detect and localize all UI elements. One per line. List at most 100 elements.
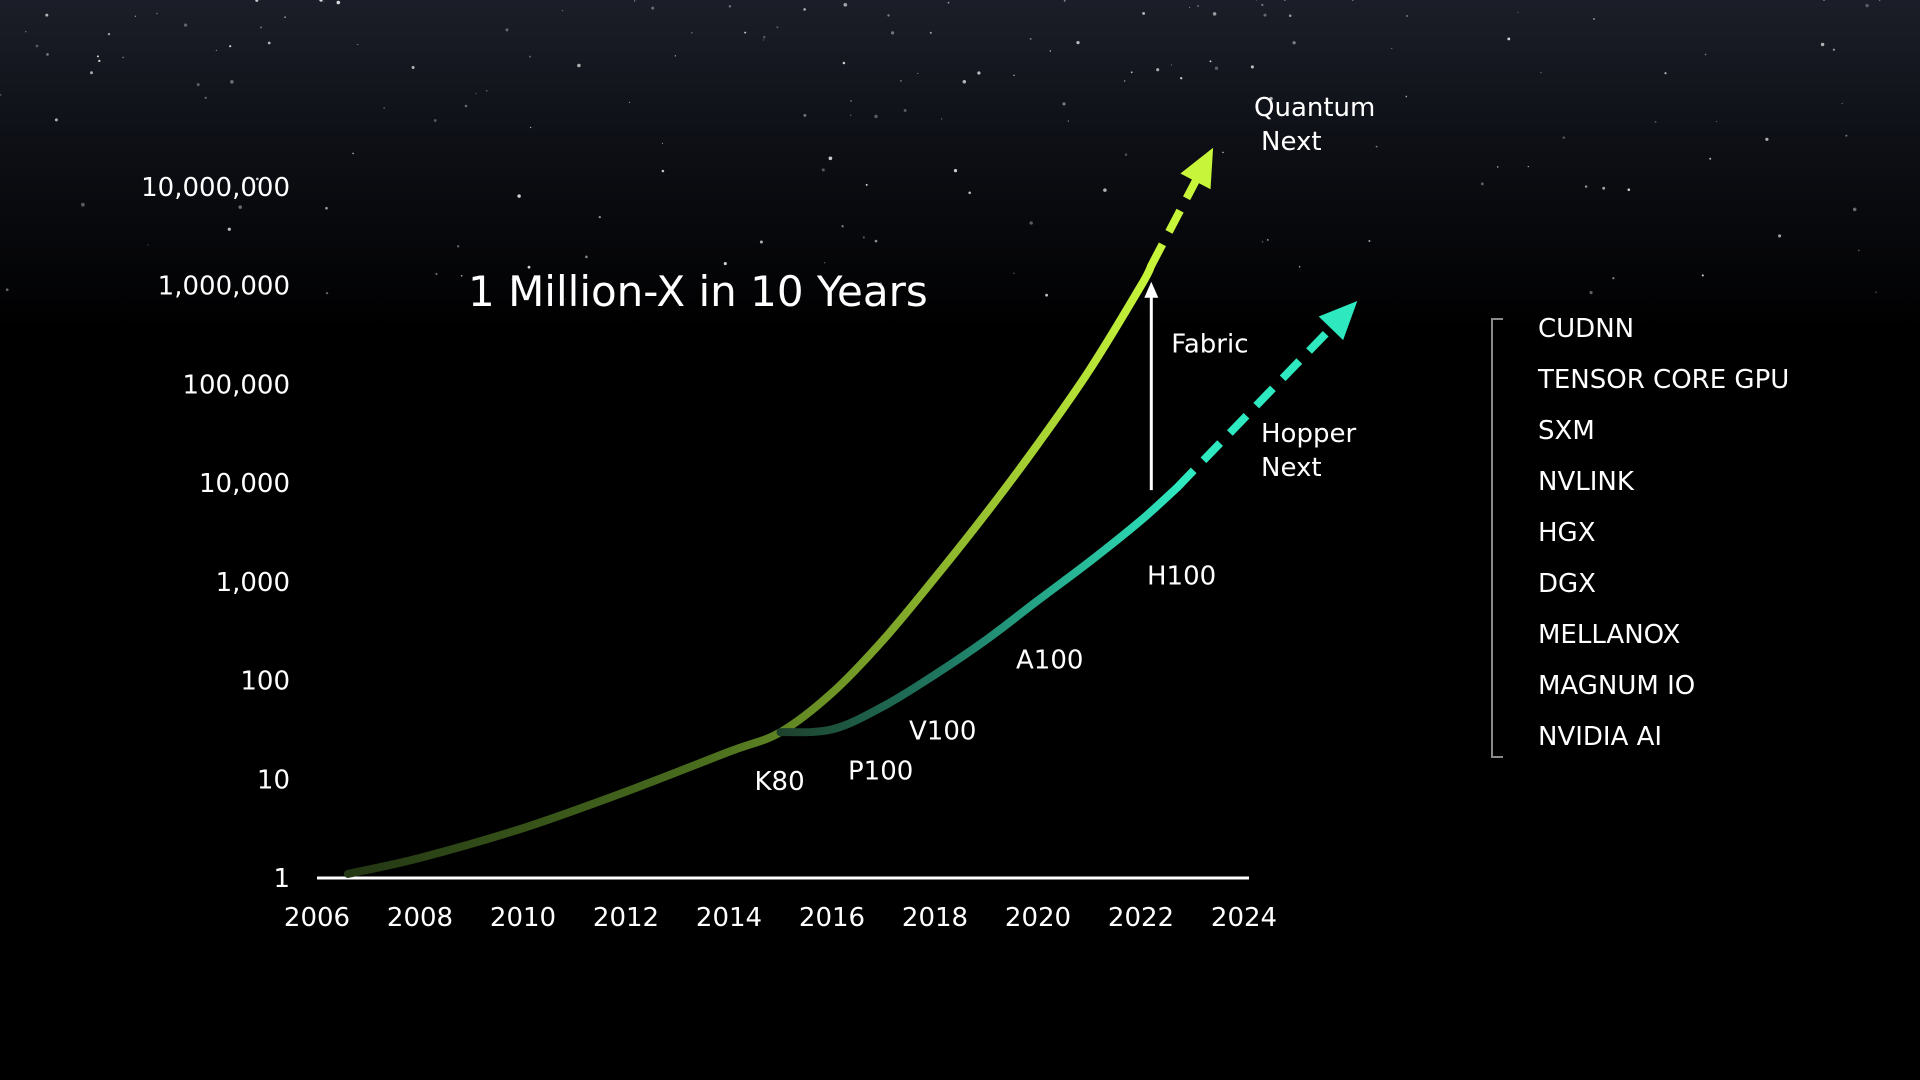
series-line-hopper xyxy=(776,483,1182,737)
star xyxy=(1180,77,1183,80)
star xyxy=(1704,53,1707,56)
star xyxy=(1170,64,1173,66)
star xyxy=(1701,274,1704,277)
star xyxy=(661,142,664,145)
star xyxy=(54,118,58,122)
tech-list-item: SXM xyxy=(1538,416,1595,446)
y-tick-label: 1,000,000 xyxy=(158,272,290,302)
star xyxy=(267,41,271,45)
star xyxy=(577,63,581,68)
star xyxy=(238,205,242,209)
star xyxy=(1063,0,1066,2)
star xyxy=(0,93,2,97)
star xyxy=(1214,66,1219,70)
star xyxy=(1029,37,1032,40)
x-tick-label: 2010 xyxy=(490,903,556,933)
series-line-quantum xyxy=(343,261,1156,878)
star xyxy=(319,0,323,2)
star xyxy=(1875,291,1877,294)
star xyxy=(1507,37,1511,41)
star xyxy=(352,152,354,155)
star xyxy=(1368,240,1371,242)
star xyxy=(255,0,259,2)
star xyxy=(1517,11,1519,14)
projection-dashed-line xyxy=(1147,175,1201,268)
star xyxy=(196,83,200,87)
star xyxy=(1067,120,1069,122)
projection-label-line1: Quantum xyxy=(1254,93,1375,123)
star xyxy=(821,168,825,172)
star xyxy=(242,179,246,183)
star xyxy=(1527,165,1529,168)
star xyxy=(962,80,967,84)
star xyxy=(25,31,27,33)
star xyxy=(1841,103,1843,105)
star xyxy=(529,126,532,129)
star xyxy=(1496,166,1499,168)
y-tick-label: 10 xyxy=(257,765,290,795)
projection-arrowhead xyxy=(1318,301,1358,341)
stars xyxy=(0,0,1881,300)
star xyxy=(1406,15,1408,17)
chart-title: 1 Million-X in 10 Years xyxy=(468,267,928,316)
star xyxy=(284,16,286,19)
star xyxy=(776,26,779,29)
star xyxy=(1266,239,1269,241)
star xyxy=(674,55,676,57)
star xyxy=(457,245,460,248)
x-tick-label: 2014 xyxy=(696,903,762,933)
star xyxy=(96,55,99,58)
star xyxy=(628,101,631,103)
tech-list-item: HGX xyxy=(1538,518,1596,548)
x-tick-label: 2020 xyxy=(1005,903,1071,933)
star xyxy=(511,278,513,280)
point-label-p100: P100 xyxy=(848,756,913,786)
star xyxy=(585,255,588,259)
star xyxy=(45,13,49,17)
star xyxy=(323,0,325,3)
star xyxy=(1664,72,1667,75)
annotations: Quantum Next Hopper Next Fabric xyxy=(1144,93,1375,491)
star xyxy=(183,23,188,27)
star xyxy=(561,9,564,12)
y-tick-label: 1,000 xyxy=(216,568,290,598)
projection-label-line2: Next xyxy=(1261,453,1322,483)
star xyxy=(1845,134,1848,137)
star xyxy=(1263,13,1267,17)
star xyxy=(828,156,833,161)
star xyxy=(1124,153,1128,156)
star xyxy=(1709,157,1712,160)
point-labels: K80 P100 V100 A100 H100 xyxy=(755,561,1217,797)
star xyxy=(229,45,232,48)
tech-list-item: MELLANOX xyxy=(1538,620,1681,650)
star xyxy=(759,240,763,244)
star xyxy=(598,215,601,219)
x-tick-label: 2024 xyxy=(1211,903,1277,933)
star xyxy=(1013,272,1015,274)
star xyxy=(1013,74,1015,76)
tech-list-bracket xyxy=(1491,318,1503,758)
point-label-k80: K80 xyxy=(755,767,805,797)
starfield-background xyxy=(0,0,1920,330)
star xyxy=(90,71,93,75)
star xyxy=(728,5,732,8)
tech-list-item: TENSOR CORE GPU xyxy=(1538,365,1790,395)
star xyxy=(156,12,158,15)
star xyxy=(634,0,636,2)
point-label-v100: V100 xyxy=(909,717,976,747)
star xyxy=(529,55,532,58)
y-tick-label: 10,000 xyxy=(199,469,290,499)
tech-list-item: NVLINK xyxy=(1538,467,1634,497)
star xyxy=(1103,188,1107,192)
star xyxy=(850,114,852,116)
star xyxy=(803,8,806,11)
star xyxy=(1142,11,1146,15)
star xyxy=(1593,18,1595,20)
star xyxy=(903,109,907,112)
y-tick-label: 1 xyxy=(273,864,290,894)
star xyxy=(874,114,878,119)
star xyxy=(940,118,943,120)
star xyxy=(841,225,844,228)
star xyxy=(1269,96,1273,101)
